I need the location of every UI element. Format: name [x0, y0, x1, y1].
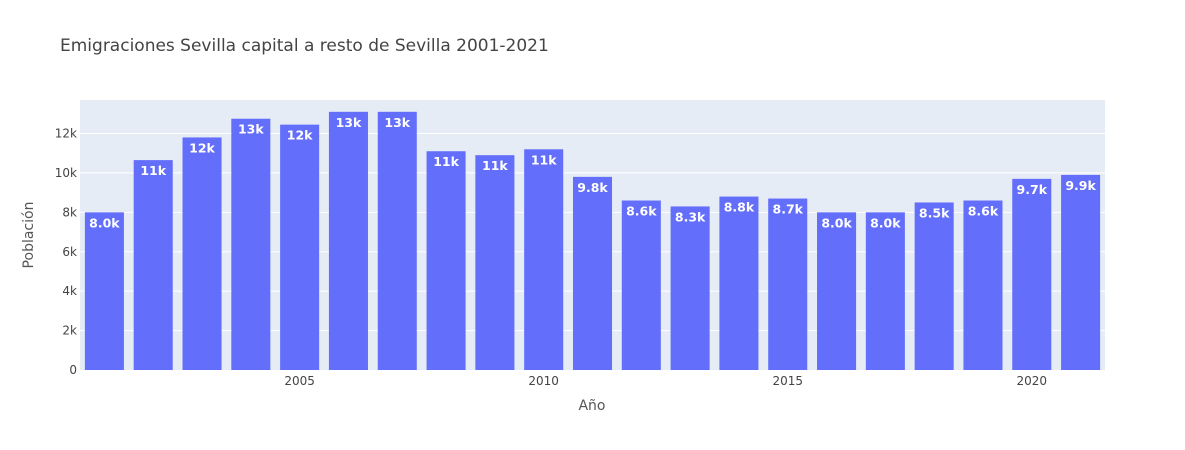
bar-label-2019: 8.6k: [968, 204, 999, 219]
y-axis-ticks: 0 2k 4k 6k 8k 10k 12k: [55, 127, 77, 377]
y-tick-label: 10k: [55, 166, 77, 180]
bar-label-2007: 13k: [384, 115, 410, 130]
y-axis-label: Población: [21, 202, 37, 269]
y-tick-label: 12k: [55, 127, 77, 141]
x-axis-ticks: 2005 2010 2015 2020: [284, 374, 1047, 388]
bar-2008[interactable]: [426, 151, 466, 370]
y-tick-label: 2k: [62, 324, 77, 338]
bar-label-2006: 13k: [336, 115, 362, 130]
bar-2012[interactable]: [621, 200, 661, 370]
bar-label-2005: 12k: [287, 128, 313, 143]
bar-label-2009: 11k: [482, 158, 508, 173]
bar-2001[interactable]: [84, 212, 124, 370]
bar-label-2004: 13k: [238, 122, 264, 137]
bar-label-2010: 11k: [531, 152, 557, 167]
bar-2010[interactable]: [524, 149, 564, 370]
y-tick-label: 0: [69, 363, 77, 377]
bars: [84, 111, 1101, 370]
bar-2017[interactable]: [865, 212, 905, 370]
y-tick-label: 6k: [62, 245, 77, 259]
bar-2019[interactable]: [963, 200, 1003, 370]
bar-2003[interactable]: [182, 137, 222, 370]
bar-2018[interactable]: [914, 202, 954, 370]
bar-2020[interactable]: [1012, 178, 1052, 370]
bar-label-2017: 8.0k: [870, 215, 901, 230]
y-tick-label: 4k: [62, 284, 77, 298]
bar-2013[interactable]: [670, 206, 710, 370]
bar-label-2018: 8.5k: [919, 205, 950, 220]
bar-2016[interactable]: [817, 212, 857, 370]
bar-label-2001: 8.0k: [89, 215, 120, 230]
bar-2021[interactable]: [1061, 174, 1101, 370]
y-tick-label: 8k: [62, 205, 77, 219]
bar-2006[interactable]: [328, 111, 368, 370]
bar-label-2012: 8.6k: [626, 204, 657, 219]
bar-label-2002: 11k: [140, 163, 166, 178]
x-axis-label: Año: [578, 398, 605, 414]
bar-label-2008: 11k: [433, 154, 459, 169]
bar-2002[interactable]: [133, 160, 173, 370]
bar-2015[interactable]: [768, 198, 808, 370]
bar-label-2013: 8.3k: [675, 209, 706, 224]
bar-label-2014: 8.8k: [724, 200, 755, 215]
x-tick-label: 2015: [772, 374, 803, 388]
bar-2007[interactable]: [377, 111, 417, 370]
bar-label-2003: 12k: [189, 140, 215, 155]
bar-2004[interactable]: [231, 118, 271, 370]
bar-label-2016: 8.0k: [821, 215, 852, 230]
x-tick-label: 2005: [284, 374, 315, 388]
bar-label-2020: 9.7k: [1017, 182, 1048, 197]
bar-2011[interactable]: [572, 176, 613, 370]
bar-labels: 8.0k 11k 12k 13k 12k 13k 13k 11k 11k 11k 9.8k 8.6k 8…: [89, 115, 1096, 231]
bar-label-2015: 8.7k: [773, 202, 804, 217]
chart-title: Emigraciones Sevilla capital a resto de …: [60, 36, 549, 56]
bar-2009[interactable]: [475, 155, 515, 370]
bar-label-2011: 9.8k: [577, 180, 608, 195]
bar-2005[interactable]: [280, 124, 320, 370]
x-tick-label: 2010: [528, 374, 559, 388]
x-tick-label: 2020: [1017, 374, 1048, 388]
bar-label-2021: 9.9k: [1065, 178, 1096, 193]
bar-2014[interactable]: [719, 196, 759, 370]
